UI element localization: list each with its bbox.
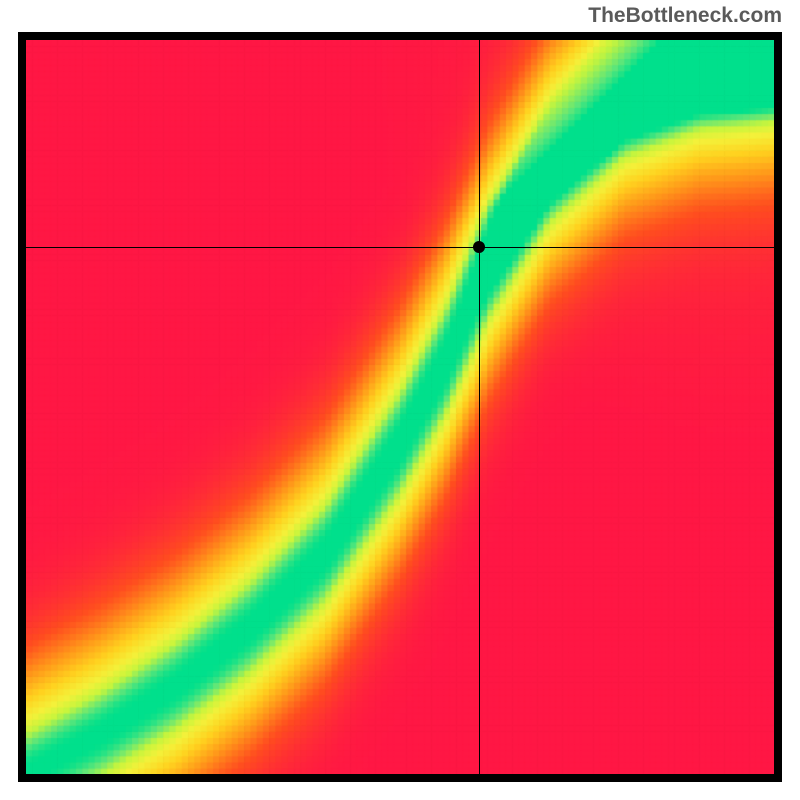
marker-point	[473, 241, 485, 253]
plot-frame	[18, 32, 782, 782]
crosshair-vertical	[479, 40, 480, 774]
plot-area	[26, 40, 774, 774]
heatmap-canvas	[26, 40, 774, 774]
crosshair-horizontal	[26, 247, 774, 248]
watermark-text: TheBottleneck.com	[588, 4, 782, 28]
